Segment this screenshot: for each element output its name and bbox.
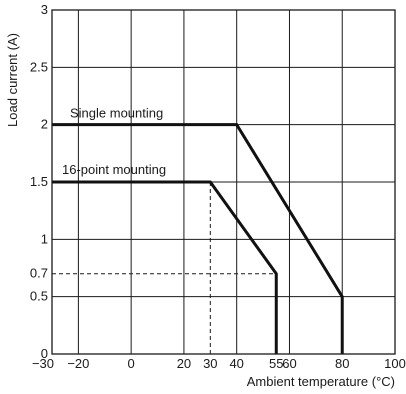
y-tick-labels: 0 0.5 0.7 1 1.5 2 2.5 3 [30,2,48,361]
reference-lines [52,182,277,354]
y-tick-label: 1 [41,231,48,246]
series-line [52,180,278,354]
y-tick-label: 0 [41,346,48,361]
series-label: 16-point mounting [62,162,166,177]
y-axis-title: Load current (A) [5,33,20,127]
gridlines [52,10,395,354]
x-tick-label: −20 [67,356,89,371]
y-tick-label: 0.7 [30,266,48,281]
x-tick-label: 20 [177,356,191,371]
x-tick-label: 80 [335,356,349,371]
plot-frame [51,9,396,355]
x-tick-label: 30 [203,356,217,371]
x-tick-label: 0 [128,356,135,371]
y-tick-label: 2 [41,117,48,132]
x-tick-label: −30 [32,356,54,371]
x-tick-label: 55 [269,356,283,371]
x-tick-label: 100 [384,356,406,371]
y-tick-label: 0.5 [30,289,48,304]
y-tick-label: 2.5 [30,59,48,74]
y-tick-label: 1.5 [30,174,48,189]
x-tick-label: 40 [229,356,243,371]
series-lines [52,123,344,354]
x-axis-title: Ambient temperature (°C) [247,374,395,389]
y-tick-label: 3 [41,2,48,17]
series-label: Single mounting [70,106,163,121]
series-annotations: Single mounting 16-point mounting [62,106,166,177]
x-tick-label: 60 [282,356,296,371]
series-line [52,123,344,354]
